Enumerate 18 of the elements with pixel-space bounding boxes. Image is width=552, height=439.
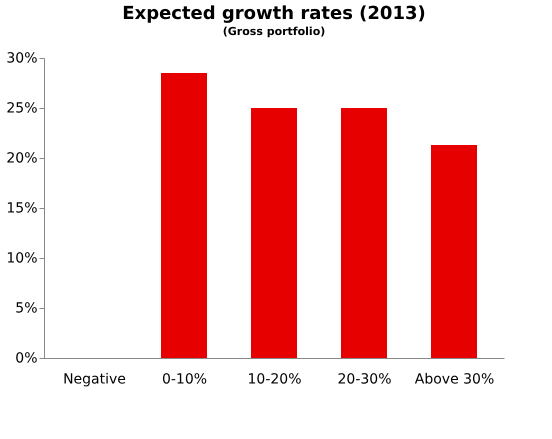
x-tick-label: 10-20% xyxy=(248,372,302,388)
chart-title: Expected growth rates (2013) xyxy=(122,3,426,24)
y-tick-label: 30% xyxy=(6,50,38,66)
x-tick-label: Negative xyxy=(63,372,126,388)
chart-subtitle: (Gross portfolio) xyxy=(222,25,326,38)
y-tick-label: 15% xyxy=(6,200,38,216)
x-tick-label: 20-30% xyxy=(338,372,392,388)
y-tick-label: 0% xyxy=(15,350,38,366)
x-tick-label: Above 30% xyxy=(414,372,494,388)
bar xyxy=(431,145,477,358)
x-tick-label: 0-10% xyxy=(162,372,208,388)
bar xyxy=(161,73,207,358)
y-tick-label: 10% xyxy=(6,250,38,266)
bar xyxy=(251,108,297,358)
y-tick-label: 20% xyxy=(6,150,38,166)
bar xyxy=(341,108,387,358)
y-tick-label: 25% xyxy=(6,100,38,116)
y-tick-label: 5% xyxy=(15,300,38,316)
